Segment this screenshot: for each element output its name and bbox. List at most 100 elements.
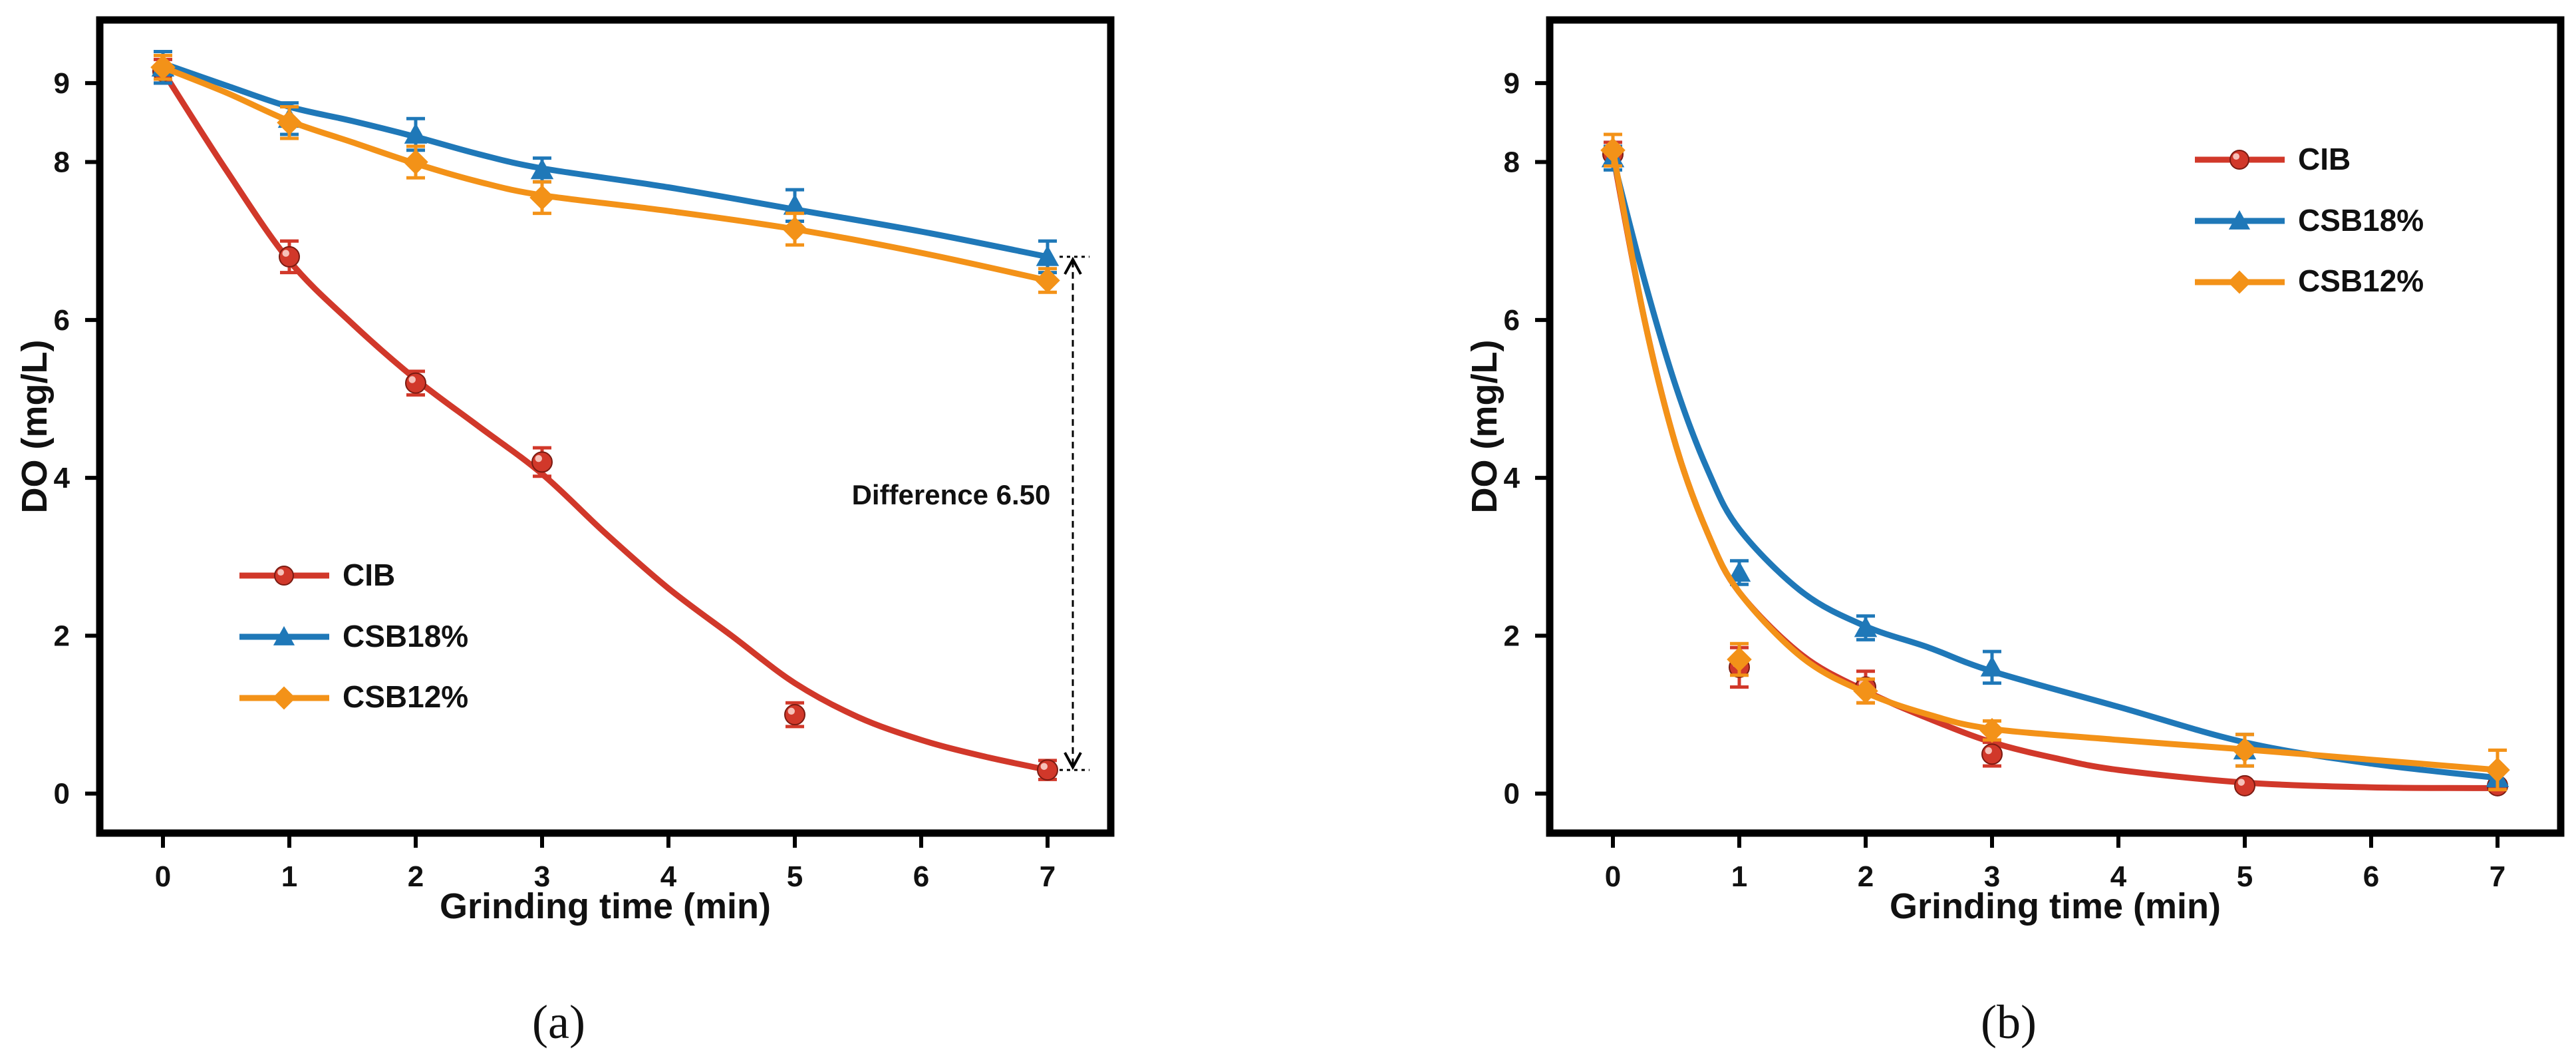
panel-a-csb18-point-3 bbox=[530, 158, 554, 180]
legend-a-item-csb18-marker bbox=[273, 625, 295, 645]
panel-a-y-tick-label-0: 0 bbox=[54, 778, 70, 810]
panel-a: 0 1 2 3 4 5 6 7 0 2 4 6 8 9 Grinding time (min) DO (m… bbox=[15, 16, 1115, 1049]
difference-arrow-down-icon bbox=[1064, 752, 1082, 771]
panel-a-cib-point-3-body bbox=[531, 451, 553, 473]
panel-a-cib-point-3 bbox=[531, 451, 553, 473]
panel-a-x-tick-label-0: 0 bbox=[155, 860, 171, 893]
panel-b-x-tick-label-5: 5 bbox=[2237, 860, 2253, 893]
panel-a-csb12-fit-line bbox=[160, 64, 1051, 283]
panel-a-csb12-point-2 bbox=[403, 149, 428, 175]
panel-b-csb18-point-1 bbox=[1727, 561, 1751, 582]
legend-b-item-cib-marker-body bbox=[2229, 150, 2249, 170]
panel-b-cib-point-5-highlight bbox=[2237, 779, 2245, 786]
panel-a-cib-point-7-body bbox=[1037, 759, 1058, 781]
panel-a-y-tick-label-8: 8 bbox=[54, 146, 70, 179]
panel-a-x-tick-label-1: 1 bbox=[281, 860, 297, 893]
legend-b-item-cib-marker bbox=[2229, 150, 2249, 170]
difference-annotation bbox=[1060, 256, 1089, 771]
panel-a-y-tick-label-6: 6 bbox=[54, 304, 70, 337]
legend-b-item-csb12-marker bbox=[2227, 270, 2251, 294]
panel-a-legend: CIB CSB18% CSB12% bbox=[239, 558, 468, 714]
panel-b-cib-fit-line bbox=[1610, 151, 2501, 791]
panel-b-y-tick-label-4: 4 bbox=[1504, 462, 1520, 494]
panel-b-csb18-point-2 bbox=[1854, 616, 1878, 637]
panel-a-cib-point-2-body bbox=[405, 372, 426, 394]
panel-a-csb18-fit-line bbox=[160, 60, 1051, 260]
panel-a-plot-area: 0 1 2 3 4 5 6 7 0 2 4 6 8 9 bbox=[54, 49, 1089, 893]
legend-b-item-cib-marker-highlight bbox=[2233, 153, 2240, 160]
panel-a-cib-point-1 bbox=[279, 246, 300, 267]
panel-a-cib-point-3-highlight bbox=[535, 454, 542, 462]
panel-a-y-tick-label-9: 9 bbox=[54, 67, 70, 100]
legend-b-item-csb12-label: CSB12% bbox=[2298, 264, 2424, 298]
panel-b-cib-point-3-body bbox=[1981, 743, 2003, 765]
panel-b-cib-point-5-body bbox=[2234, 775, 2255, 796]
panel-a-csb18-point-7 bbox=[1036, 245, 1060, 266]
legend-a-item-csb12-marker bbox=[272, 686, 296, 710]
legend-b-item-csb18-label: CSB18% bbox=[2298, 203, 2424, 238]
legend-a-item-csb18-label: CSB18% bbox=[343, 619, 468, 653]
panel-b-caption: (b) bbox=[1981, 995, 2037, 1049]
legend-a-item-cib-marker-body bbox=[274, 566, 294, 586]
panel-a-csb12-point-3 bbox=[529, 185, 555, 210]
panel-b-cib-point-5 bbox=[2234, 775, 2255, 796]
difference-annotation-label: Difference 6.50 bbox=[852, 479, 1051, 510]
panel-b-frame bbox=[1546, 16, 2565, 837]
panel-b-plot-area: 0 1 2 3 4 5 6 7 0 2 4 6 8 9 bbox=[1504, 67, 2510, 893]
panel-b-cib-point-3 bbox=[1981, 743, 2003, 765]
panel-b-series-csb12 bbox=[1600, 132, 2510, 792]
legend-a-item-cib-marker-highlight bbox=[277, 569, 284, 576]
panel-b-y-tick-label-2: 2 bbox=[1504, 619, 1520, 652]
panel-b-y-axis-label: DO (mg/L) bbox=[1465, 340, 1504, 514]
panel-a-cib-point-1-body bbox=[279, 246, 300, 267]
panel-b-legend: CIB CSB18% CSB12% bbox=[2195, 142, 2424, 298]
panel-a-cib-point-7-highlight bbox=[1040, 763, 1048, 771]
panel-b-x-tick-label-1: 1 bbox=[1731, 860, 1747, 893]
legend-a-item-cib-label: CIB bbox=[343, 558, 395, 592]
panel-b-csb18-point-3 bbox=[1980, 655, 2004, 677]
panel-a-csb12-point-7 bbox=[1035, 267, 1060, 293]
panel-a-cib-point-2 bbox=[405, 372, 426, 394]
panel-a-csb12-point-1 bbox=[277, 110, 302, 135]
panel-b: 0 1 2 3 4 5 6 7 0 2 4 6 8 9 Grinding time (min) DO (m… bbox=[1465, 16, 2565, 1049]
panel-a-cib-point-5-body bbox=[784, 704, 805, 726]
panel-a-series-cib bbox=[152, 57, 1058, 781]
panel-a-x-tick-label-2: 2 bbox=[408, 860, 424, 893]
panel-a-x-axis-label: Grinding time (min) bbox=[440, 886, 771, 926]
panel-b-csb12-fit-line bbox=[1610, 147, 2501, 773]
panel-b-y-tick-label-9: 9 bbox=[1504, 67, 1520, 100]
panel-a-csb12-point-5 bbox=[782, 216, 807, 242]
panel-b-x-tick-label-3: 3 bbox=[1984, 860, 2000, 893]
panel-b-x-tick-label-2: 2 bbox=[1858, 860, 1874, 893]
panel-a-cib-point-5-highlight bbox=[787, 707, 795, 715]
panel-a-cib-point-2-highlight bbox=[408, 376, 416, 383]
panel-b-csb12-point-7 bbox=[2485, 757, 2510, 783]
panel-b-y-tick-label-6: 6 bbox=[1504, 304, 1520, 337]
panel-a-series-csb12 bbox=[150, 53, 1060, 294]
panel-a-x-tick-label-3: 3 bbox=[534, 860, 550, 893]
panel-b-x-axis-label: Grinding time (min) bbox=[1890, 886, 2221, 926]
panel-a-caption: (a) bbox=[532, 995, 585, 1049]
legend-a-item-cib-marker bbox=[274, 566, 294, 586]
panel-a-csb12-point-0 bbox=[150, 55, 176, 80]
panel-b-csb12-point-3 bbox=[1979, 718, 2005, 743]
panel-b-y-tick-label-0: 0 bbox=[1504, 778, 1520, 810]
panel-a-x-tick-label-7: 7 bbox=[1040, 860, 1056, 893]
panel-a-x-tick-label-4: 4 bbox=[660, 860, 677, 893]
panel-b-csb12-point-2 bbox=[1853, 678, 1878, 704]
panel-b-x-tick-label-4: 4 bbox=[2110, 860, 2127, 893]
panel-a-y-tick-label-4: 4 bbox=[54, 462, 71, 494]
panel-a-x-tick-label-5: 5 bbox=[787, 860, 803, 893]
panel-a-csb18-point-5 bbox=[783, 194, 807, 215]
panel-a-y-tick-label-2: 2 bbox=[54, 619, 70, 652]
panel-a-cib-point-5 bbox=[784, 704, 805, 726]
panel-a-series-csb18 bbox=[151, 49, 1060, 275]
difference-arrow-up-icon bbox=[1064, 256, 1082, 275]
panel-b-y-tick-label-8: 8 bbox=[1504, 146, 1520, 179]
panel-b-csb18-fit-line bbox=[1610, 155, 2501, 781]
panel-a-cib-point-7 bbox=[1037, 759, 1058, 781]
panel-b-x-tick-label-7: 7 bbox=[2490, 860, 2505, 893]
panel-a-x-tick-label-6: 6 bbox=[913, 860, 929, 893]
legend-b-item-csb18-marker bbox=[2228, 210, 2251, 230]
